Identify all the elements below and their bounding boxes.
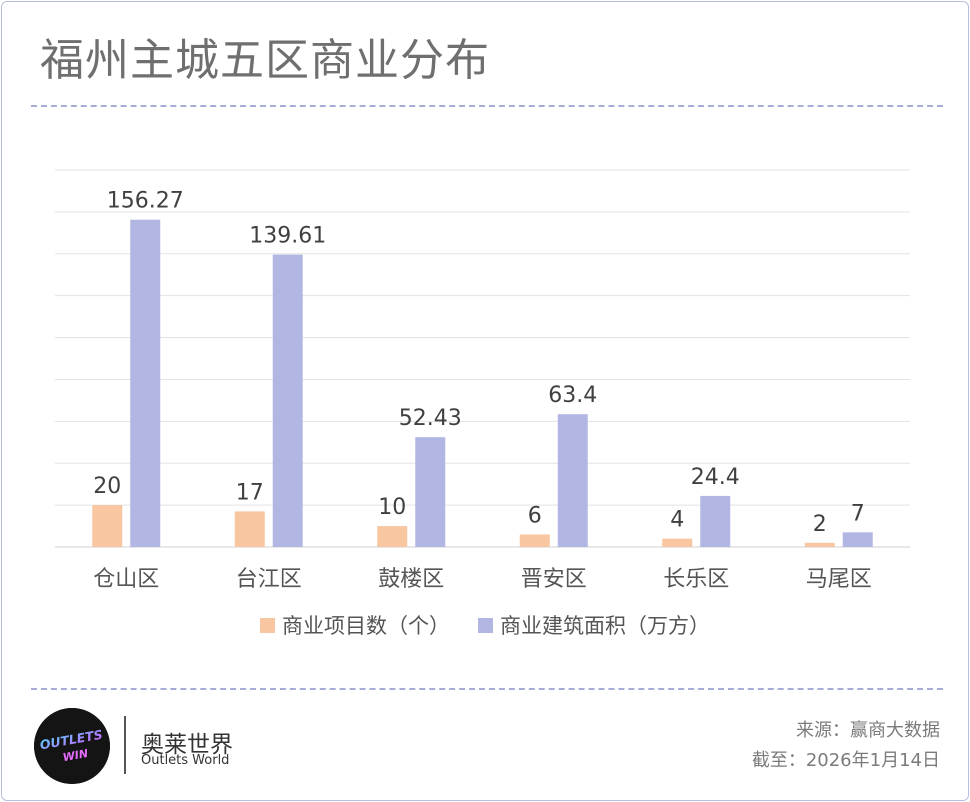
legend: 商业项目数（个） 商业建筑面积（万方） xyxy=(0,610,970,640)
bar-floor-area xyxy=(415,437,446,547)
bar-project-count xyxy=(377,526,408,547)
legend-item-projects: 商业项目数（个） xyxy=(260,610,450,640)
data-label: 156.27 xyxy=(107,189,184,214)
data-label: 2 xyxy=(813,512,827,537)
legend-item-area: 商业建筑面积（万方） xyxy=(478,610,710,640)
bars: 20 156.27 17 139.61 10 52.43 6 63.4 4 24.4 2 7 xyxy=(92,189,873,547)
legend-swatch-area xyxy=(478,617,493,633)
data-date: 截至：2026年1月14日 xyxy=(751,750,940,771)
legend-label-projects: 商业项目数（个） xyxy=(282,614,450,638)
x-tick-label: 鼓楼区 xyxy=(378,567,444,592)
logo-divider xyxy=(124,716,126,774)
bar-project-count xyxy=(234,511,265,547)
data-label: 17 xyxy=(236,480,264,505)
bar-floor-area xyxy=(842,532,873,547)
data-label: 6 xyxy=(528,503,542,528)
data-label: 52.43 xyxy=(399,406,462,431)
bar-project-count xyxy=(662,538,693,547)
chart-title: 福州主城五区商业分布 xyxy=(40,35,490,86)
bar-floor-area xyxy=(557,414,588,547)
x-axis: 仓山区 台江区 鼓楼区 晋安区 长乐区 马尾区 xyxy=(93,567,872,592)
x-tick-label: 长乐区 xyxy=(663,567,729,592)
bar-project-count xyxy=(519,534,550,547)
bottom-divider xyxy=(31,688,943,690)
data-label: 4 xyxy=(670,508,684,533)
gridlines xyxy=(55,169,910,548)
bar-project-count xyxy=(92,505,123,547)
data-source: 来源：赢商大数据 xyxy=(796,720,940,741)
bar-floor-area xyxy=(130,219,161,547)
outlets-world-logo: OUTLETS WIN xyxy=(34,708,110,784)
x-tick-label: 台江区 xyxy=(236,567,302,592)
bar-floor-area xyxy=(272,254,303,547)
legend-label-area: 商业建筑面积（万方） xyxy=(500,614,710,638)
brand-name-cn: 奥莱世界 xyxy=(141,732,233,758)
x-tick-label: 晋安区 xyxy=(521,567,587,592)
legend-swatch-projects xyxy=(260,617,275,633)
data-label: 20 xyxy=(93,474,121,499)
bar-floor-area xyxy=(700,495,731,547)
bar-chart: 20 156.27 17 139.61 10 52.43 6 63.4 4 24.4 2 7 仓山区 台… xyxy=(55,169,910,592)
data-label: 24.4 xyxy=(691,465,740,490)
data-label: 63.4 xyxy=(548,383,597,408)
data-label: 10 xyxy=(378,495,406,520)
top-divider xyxy=(31,105,943,107)
bar-project-count xyxy=(804,542,835,547)
data-label: 7 xyxy=(851,501,865,526)
x-tick-label: 仓山区 xyxy=(93,567,159,592)
x-tick-label: 马尾区 xyxy=(806,567,872,592)
brand-name-en: Outlets World xyxy=(141,753,230,768)
data-label: 139.61 xyxy=(249,224,326,249)
svg-text:WIN: WIN xyxy=(62,747,89,764)
